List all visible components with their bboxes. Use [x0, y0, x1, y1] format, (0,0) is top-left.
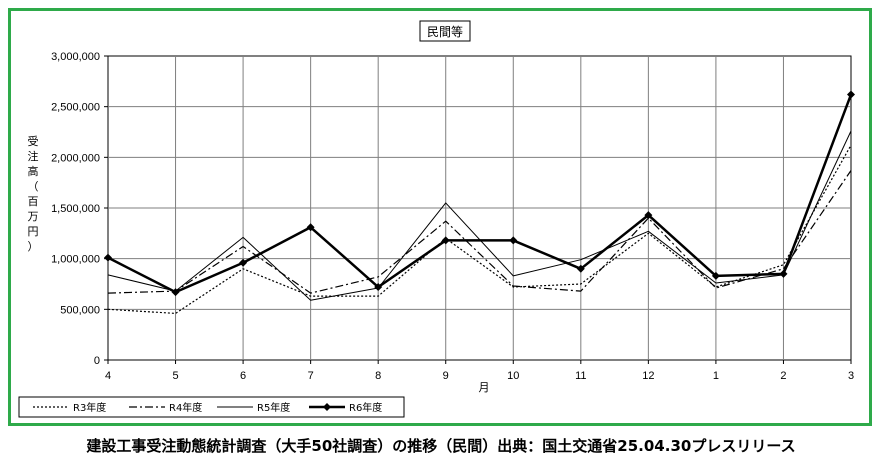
x-axis-label: 月: [479, 381, 490, 394]
chart-frame: 0 500,000 1,000,000 1,500,000 2,000,000 2,500…: [8, 8, 872, 426]
data-point: [509, 236, 518, 245]
caption: 建設工事受注動態統計調査（大手50社調査）の推移（民間）出典：国土交通省25.0…: [86, 437, 796, 455]
y-tick-label: 3,000,000: [51, 51, 100, 63]
y-tick-label: 2,500,000: [51, 102, 100, 114]
data-point: [576, 264, 585, 273]
legend-label-R3年度: R3年度: [73, 401, 106, 414]
x-tick-label: 8: [375, 370, 381, 382]
data-point: [711, 271, 720, 280]
x-tick-label: 2: [780, 370, 786, 382]
series-line-R6年度: [107, 94, 853, 294]
data-point: [441, 236, 450, 245]
x-tick-label: 4: [105, 370, 111, 382]
y-tick-label: 0: [94, 355, 100, 367]
x-tick-label: 3: [848, 370, 854, 382]
legend-label-R6年度: R6年度: [349, 401, 382, 414]
legend-box: [18, 396, 405, 418]
data-point: [779, 269, 788, 278]
x-tick-label: 5: [172, 370, 178, 382]
x-tick-label: 11: [575, 370, 586, 382]
y-tick-label: 2,000,000: [51, 152, 100, 164]
series-layer: [104, 90, 855, 314]
x-tick-label: 7: [308, 370, 314, 382]
x-tick-label: 1: [713, 370, 719, 382]
legend-label-R4年度: R4年度: [169, 401, 202, 414]
legend-marker: [323, 403, 331, 411]
data-point: [644, 211, 653, 220]
y-tick-label: 1,500,000: [51, 203, 100, 215]
legend-label-R5年度: R5年度: [257, 401, 290, 414]
axis-layer: 0 500,000 1,000,000 1,500,000 2,000,000 2,500…: [51, 51, 854, 382]
data-point: [374, 283, 383, 292]
data-point: [104, 253, 112, 262]
data-point: [171, 288, 180, 297]
data-point: [239, 258, 248, 267]
series-line-R3年度: [107, 144, 852, 314]
chart-title: 民間等: [427, 25, 463, 39]
y-tick-label: 1,000,000: [51, 254, 100, 266]
x-tick-label: 6: [240, 370, 246, 382]
y-tick-label: 500,000: [60, 304, 100, 316]
data-point: [847, 90, 855, 99]
legend: R3年度 R4年度 R5年度 R6年度: [18, 396, 405, 418]
grid-layer: [107, 55, 852, 361]
data-point: [306, 223, 315, 232]
x-tick-label: 9: [443, 370, 449, 382]
chart-svg: 0 500,000 1,000,000 1,500,000 2,000,000 2,500…: [18, 20, 855, 418]
x-tick-label: 10: [507, 370, 519, 382]
y-axis-label: 受注高（百万円）: [28, 135, 39, 253]
title-box: [419, 20, 471, 42]
x-tick-label: 12: [642, 370, 654, 382]
series-line-R4年度: [107, 170, 852, 294]
